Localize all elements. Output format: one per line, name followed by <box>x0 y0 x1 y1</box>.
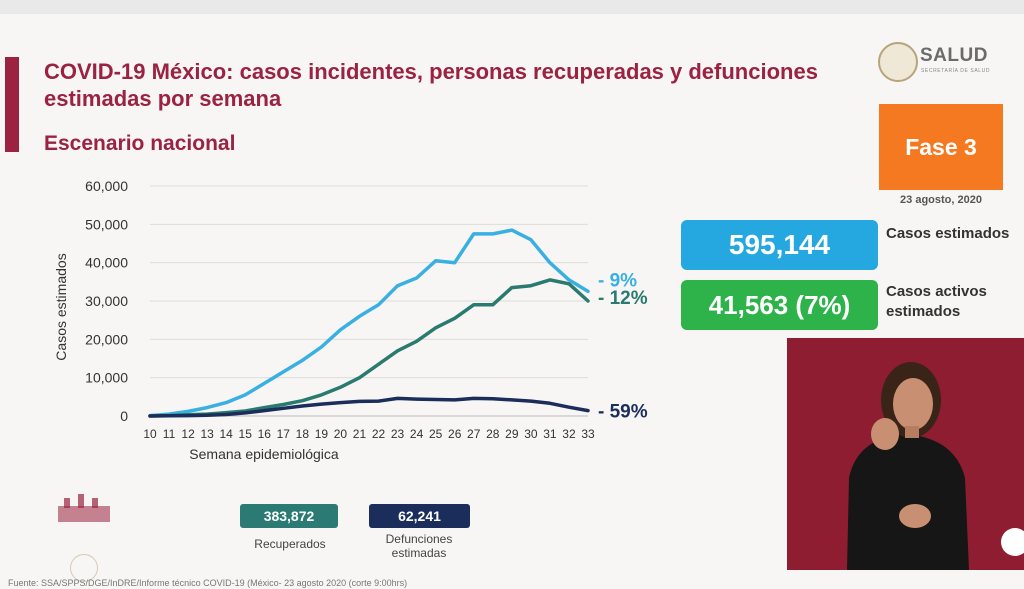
x-tick-label: 14 <box>219 427 233 441</box>
estimated-cases-label: Casos estimados <box>886 225 1010 242</box>
logo-text: SALUD <box>920 45 988 66</box>
active-cases-value: 41,563 (7%) <box>681 280 878 330</box>
y-tick-label: 30,000 <box>85 293 128 309</box>
x-tick-label: 15 <box>239 427 253 441</box>
x-axis-title: Semana epidemiológica <box>189 446 339 462</box>
y-tick-label: 0 <box>120 408 128 424</box>
series-end-label-deaths: - 59% <box>598 402 648 423</box>
phase-date: 23 agosto, 2020 <box>900 194 982 206</box>
heroes-icon <box>56 492 112 524</box>
series-line-deaths <box>148 396 590 418</box>
source-note: Fuente: SSA/SPPS/DGE/InDRE/Informe técni… <box>8 578 408 588</box>
y-tick-label: 50,000 <box>85 216 128 232</box>
x-tick-label: 31 <box>543 427 557 441</box>
phase-badge: Fase 3 <box>879 104 1003 190</box>
top-bar <box>0 0 1024 14</box>
x-tick-label: 32 <box>562 427 576 441</box>
x-tick-label: 18 <box>296 427 310 441</box>
x-tick-label: 16 <box>258 427 272 441</box>
x-tick-label: 30 <box>524 427 538 441</box>
x-tick-label: 24 <box>410 427 424 441</box>
series-line-cases <box>148 228 590 418</box>
x-tick-label: 21 <box>353 427 367 441</box>
y-tick-label: 20,000 <box>85 331 128 347</box>
deaths-badge: 62,241 <box>369 504 470 528</box>
x-tick-label: 13 <box>200 427 214 441</box>
cases-chart: 0 10,000 20,000 30,000 40,000 50,000 60,000 10 1… <box>53 178 648 462</box>
x-tick-label: 23 <box>391 427 405 441</box>
x-tick-label: 25 <box>429 427 443 441</box>
x-tick-label: 26 <box>448 427 462 441</box>
x-tick-label: 28 <box>486 427 500 441</box>
x-tick-label: 12 <box>181 427 195 441</box>
series-end-label-cases: - 9% <box>598 270 637 291</box>
y-axis-title: Casos estimados <box>53 253 69 360</box>
x-tick-label: 11 <box>163 427 176 441</box>
x-tick-label: 33 <box>581 427 595 441</box>
y-tick-label: 10,000 <box>85 370 128 386</box>
series-line-recovered <box>148 278 590 418</box>
deaths-label: Defunciones estimadas <box>385 532 453 560</box>
series-end-label-recovered: - 12% <box>598 288 648 309</box>
active-cases-label: Casos activos estimados <box>886 283 987 320</box>
y-tick-label: 60,000 <box>85 178 128 194</box>
recovered-label: Recuperados <box>254 537 326 551</box>
x-tick-label: 19 <box>315 427 329 441</box>
salud-logo: SALUD SECRETARÍA DE SALUD <box>878 40 1008 82</box>
x-tick-label: 20 <box>334 427 348 441</box>
logo-subtext: SECRETARÍA DE SALUD <box>921 68 991 74</box>
x-tick-label: 29 <box>505 427 519 441</box>
recovered-badge: 383,872 <box>240 504 338 528</box>
y-tick-label: 40,000 <box>85 255 128 271</box>
title-accent-bar <box>5 57 19 152</box>
x-tick-label: 27 <box>467 427 481 441</box>
seal-watermark-icon <box>70 554 98 582</box>
x-tick-label: 17 <box>277 427 291 441</box>
x-tick-label: 22 <box>372 427 386 441</box>
slide-subtitle: Escenario nacional <box>44 132 236 155</box>
estimated-cases-value: 595,144 <box>681 220 878 270</box>
sign-language-interpreter-video <box>787 338 1024 570</box>
slide-title: COVID-19 México: casos incidentes, perso… <box>44 59 818 111</box>
x-tick-label: 10 <box>143 427 157 441</box>
seal-icon <box>878 42 918 82</box>
